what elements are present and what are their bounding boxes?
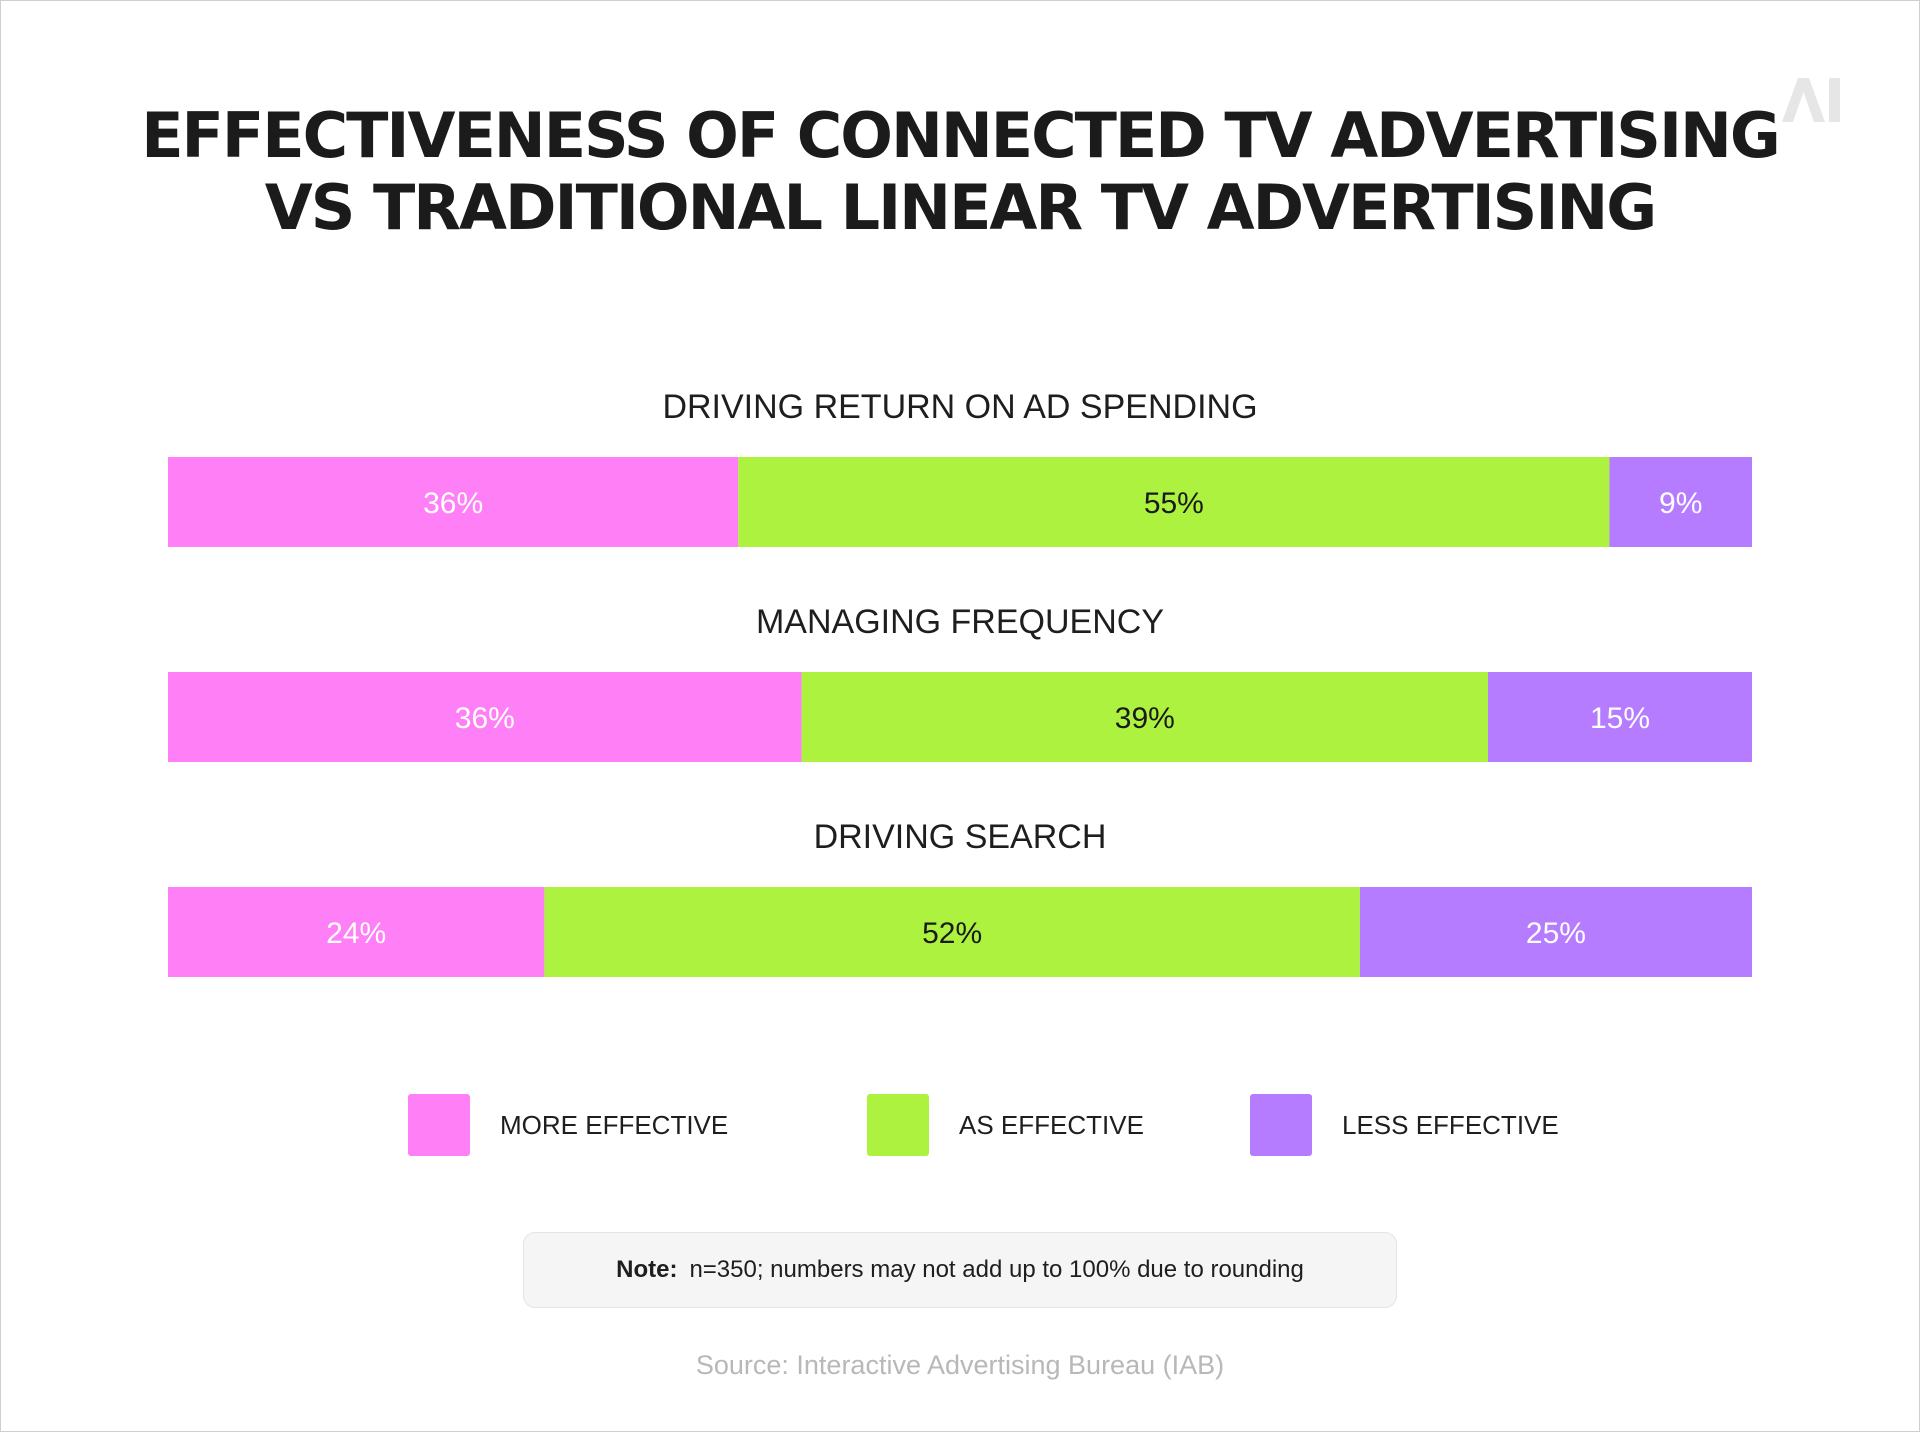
legend-swatch-as-effective <box>867 1094 929 1156</box>
bar-less-effective-managing-frequency <box>1488 672 1752 762</box>
legend-item-as-effective: AS EFFECTIVE <box>867 1094 1144 1156</box>
chart-title-line-1: EFFECTIVENESS OF CONNECTED TV ADVERTISIN… <box>141 99 1781 172</box>
legend-label-less-effective: LESS EFFECTIVE <box>1342 1109 1559 1140</box>
chart-title-line-2: VS TRADITIONAL LINEAR TV ADVERTISING <box>264 171 1657 244</box>
source-text: Source: Interactive Advertising Bureau (… <box>695 1350 1225 1380</box>
note-text: n=350; numbers may not add up to 100% du… <box>689 1256 1304 1283</box>
data-label-more-effective-driving-return-on-ad-spending: 36% <box>423 487 483 520</box>
legend-swatch-less-effective <box>1250 1094 1312 1156</box>
stacked-bar-chart: DRIVING RETURN ON AD SPENDING 36% 55% 9% MAN… <box>168 388 1752 977</box>
data-label-less-effective-managing-frequency: 15% <box>1590 702 1650 735</box>
category-label-driving-search: DRIVING SEARCH <box>814 818 1107 856</box>
legend-swatch-more-effective <box>408 1094 470 1156</box>
brand-logo: AI <box>1782 78 1840 122</box>
legend-item-less-effective: LESS EFFECTIVE <box>1250 1094 1559 1156</box>
data-label-more-effective-managing-frequency: 36% <box>455 702 515 735</box>
bar-less-effective-driving-return-on-ad-spending <box>1609 457 1752 547</box>
bar-as-effective-managing-frequency <box>801 672 1488 762</box>
bar-more-effective-driving-return-on-ad-spending <box>168 457 739 547</box>
data-label-as-effective-managing-frequency: 39% <box>1115 702 1175 735</box>
data-label-as-effective-driving-search: 52% <box>922 917 982 950</box>
legend-label-as-effective: AS EFFECTIVE <box>959 1109 1144 1140</box>
legend-label-more-effective: MORE EFFECTIVE <box>500 1109 729 1140</box>
note-label: Note: <box>616 1256 678 1283</box>
legend-item-more-effective: MORE EFFECTIVE <box>408 1094 728 1156</box>
bar-less-effective-driving-search <box>1359 887 1752 977</box>
note-box: Note: n=350; numbers may not add up to 1… <box>523 1232 1397 1308</box>
chart-title: EFFECTIVENESS OF CONNECTED TV ADVERTISIN… <box>0 100 1920 244</box>
data-label-less-effective-driving-return-on-ad-spending: 9% <box>1659 487 1702 520</box>
data-label-more-effective-driving-search: 24% <box>326 917 386 950</box>
category-label-driving-return-on-ad-spending: DRIVING RETURN ON AD SPENDING <box>662 388 1257 426</box>
legend: MORE EFFECTIVE AS EFFECTIVE LESS EFFECTI… <box>0 1094 1920 1156</box>
bar-as-effective-driving-search <box>544 887 1360 977</box>
bar-more-effective-managing-frequency <box>168 672 802 762</box>
category-label-managing-frequency: MANAGING FREQUENCY <box>756 603 1164 641</box>
bar-more-effective-driving-search <box>168 887 545 977</box>
data-label-less-effective-driving-search: 25% <box>1526 917 1586 950</box>
bar-as-effective-driving-return-on-ad-spending <box>738 457 1610 547</box>
data-label-as-effective-driving-return-on-ad-spending: 55% <box>1144 487 1204 520</box>
